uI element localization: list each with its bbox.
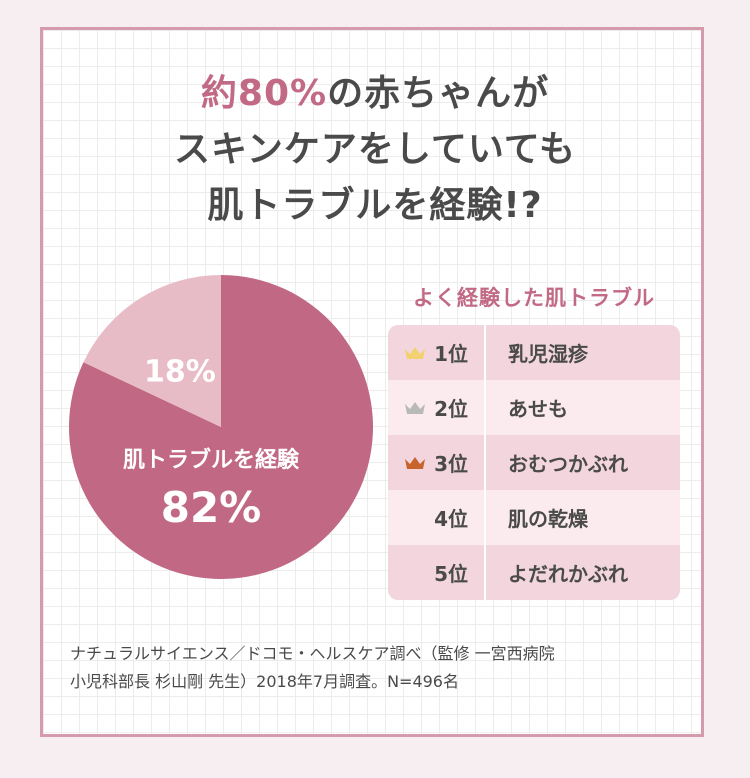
source-line-2: 小児科部長 杉山剛 先生）2018年7月調査。N=496名	[70, 672, 459, 691]
trouble-label: あせも	[508, 397, 568, 421]
pie-chart: 肌トラブルを経験 82% 18%	[68, 275, 373, 579]
ranking-row: 4位 肌の乾燥	[388, 490, 680, 545]
ranking-row: 5位 よだれかぶれ	[388, 545, 680, 600]
pie-slice	[83, 275, 222, 427]
crown-placeholder	[404, 511, 426, 525]
rank-label: 5位	[434, 562, 468, 586]
ranking-row: 1位 乳児湿疹	[388, 325, 680, 380]
rank-cell: 3位	[388, 435, 486, 490]
rank-cell: 5位	[388, 545, 486, 600]
rank-cell: 4位	[388, 490, 486, 545]
silver-crown-icon	[404, 401, 426, 415]
ranking-table: 1位 乳児湿疹 2位 あせも 3位 おむつかぶれ 4位 肌の乾燥 5位 よだれかぶれ	[388, 325, 680, 600]
pie-value-label: 18%	[144, 354, 216, 389]
trouble-label: 肌の乾燥	[508, 507, 588, 531]
headline-highlight: 約80%	[200, 73, 328, 114]
pie-value-label: 82%	[161, 483, 262, 532]
rank-cell: 2位	[388, 380, 486, 435]
crown-placeholder	[404, 566, 426, 580]
headline-line-1: 約80%の赤ちゃんが	[0, 66, 750, 122]
rank-label: 2位	[434, 397, 468, 421]
trouble-label: おむつかぶれ	[508, 452, 628, 476]
rank-label: 1位	[434, 342, 468, 366]
ranking-row: 2位 あせも	[388, 380, 680, 435]
ranking-title: よく経験した肌トラブル	[413, 286, 655, 310]
headline: 約80%の赤ちゃんが スキンケアをしていても 肌トラブルを経験!?	[0, 66, 750, 234]
trouble-label: 乳児湿疹	[508, 342, 588, 366]
source-line-1: ナチュラルサイエンス／ドコモ・ヘルスケア調べ（監修 一宮西病院	[70, 644, 555, 663]
headline-line-1-rest: の赤ちゃんが	[327, 73, 550, 114]
rank-label: 3位	[434, 452, 468, 476]
gold-crown-icon	[404, 346, 426, 360]
rank-label: 4位	[434, 507, 468, 531]
rank-cell: 1位	[388, 325, 486, 380]
headline-line-3: 肌トラブルを経験!?	[207, 185, 543, 226]
bronze-crown-icon	[404, 456, 426, 470]
trouble-label: よだれかぶれ	[508, 562, 628, 586]
ranking-row: 3位 おむつかぶれ	[388, 435, 680, 490]
pie-slice-label: 肌トラブルを経験	[123, 447, 300, 473]
pie-slice	[68, 275, 373, 579]
headline-line-2: スキンケアをしていても	[174, 129, 576, 170]
source-note: ナチュラルサイエンス／ドコモ・ヘルスケア調べ（監修 一宮西病院 小児科部長 杉山…	[70, 640, 680, 696]
